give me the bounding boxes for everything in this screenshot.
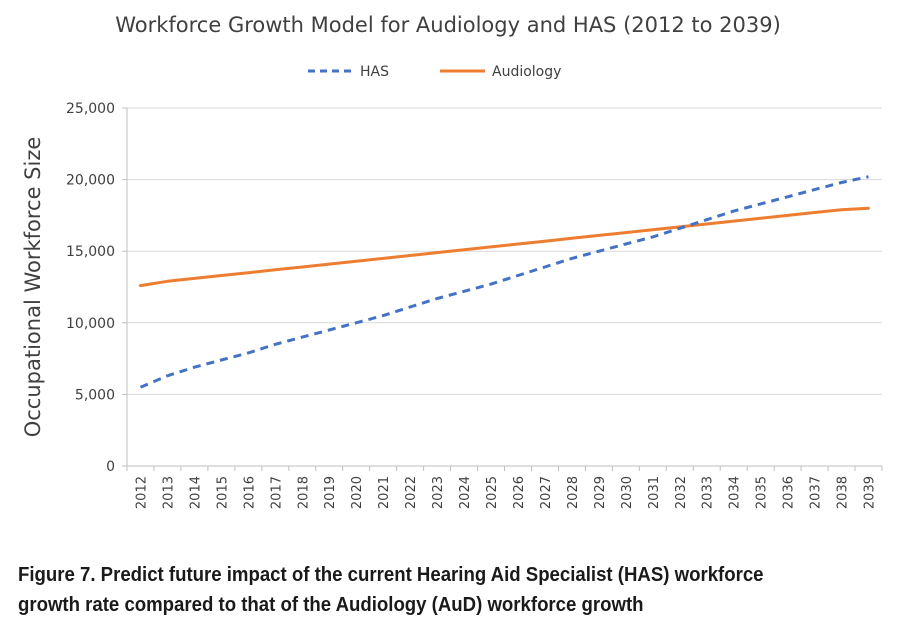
series-lines bbox=[139, 175, 870, 389]
x-tick-label: 2037 bbox=[809, 476, 824, 509]
chart-title: Workforce Growth Model for Audiology and… bbox=[115, 13, 781, 37]
x-tick-label: 2019 bbox=[323, 476, 338, 509]
x-tick-label: 2026 bbox=[512, 476, 527, 509]
x-tick-label: 2031 bbox=[647, 476, 662, 509]
series-line-audiology bbox=[139, 206, 870, 288]
y-tick-label: 5,000 bbox=[75, 387, 115, 403]
x-tick-label: 2023 bbox=[431, 476, 446, 509]
legend-label-has: HAS bbox=[360, 64, 389, 80]
series-line-has bbox=[139, 175, 869, 389]
x-tick-label: 2013 bbox=[161, 476, 176, 509]
x-tick-label: 2029 bbox=[593, 476, 608, 509]
y-tick-label: 10,000 bbox=[66, 316, 115, 332]
y-tick-label: 25,000 bbox=[66, 101, 115, 117]
x-tick-label: 2038 bbox=[836, 476, 851, 509]
line-chart: Workforce Growth Model for Audiology and… bbox=[21, 13, 883, 509]
x-tick-label: 2012 bbox=[134, 476, 149, 509]
y-axis-title: Occupational Workforce Size bbox=[21, 137, 45, 438]
x-tick-label: 2017 bbox=[269, 476, 284, 509]
x-tick-label: 2022 bbox=[404, 476, 419, 509]
x-tick-label: 2027 bbox=[539, 476, 554, 509]
y-tick-labels: 0 5,000 10,000 15,000 20,000 25,000 bbox=[66, 101, 115, 475]
figure-caption: Figure 7. Predict future impact of the c… bbox=[18, 564, 764, 616]
x-tick-label: 2036 bbox=[782, 476, 797, 509]
legend-label-audiology: Audiology bbox=[492, 64, 561, 80]
y-tick-label: 0 bbox=[106, 459, 115, 475]
x-tick-label: 2030 bbox=[620, 476, 635, 509]
gridlines bbox=[127, 107, 882, 395]
x-tick-label: 2032 bbox=[674, 476, 689, 509]
x-tick-labels: 2012 2013 2014 2015 2016 2017 2018 2019 2020 2021… bbox=[134, 476, 877, 509]
y-tick-label: 20,000 bbox=[66, 173, 115, 189]
x-tick-label: 2025 bbox=[485, 476, 500, 509]
axes bbox=[122, 107, 883, 471]
x-tick-label: 2015 bbox=[215, 476, 230, 509]
x-tick-label: 2014 bbox=[188, 476, 203, 509]
x-tick-label: 2021 bbox=[377, 476, 392, 509]
x-tick-label: 2020 bbox=[350, 476, 365, 509]
x-tick-label: 2035 bbox=[755, 476, 770, 509]
x-tick-label: 2028 bbox=[566, 476, 581, 509]
x-tick-label: 2034 bbox=[728, 476, 743, 509]
x-tick-label: 2016 bbox=[242, 476, 257, 509]
y-tick-label: 15,000 bbox=[66, 244, 115, 260]
x-tick-label: 2039 bbox=[863, 476, 878, 509]
x-tick-label: 2018 bbox=[296, 476, 311, 509]
x-tick-label: 2024 bbox=[458, 476, 473, 509]
x-tick-label: 2033 bbox=[701, 476, 716, 509]
legend: HAS Audiology bbox=[308, 64, 561, 80]
